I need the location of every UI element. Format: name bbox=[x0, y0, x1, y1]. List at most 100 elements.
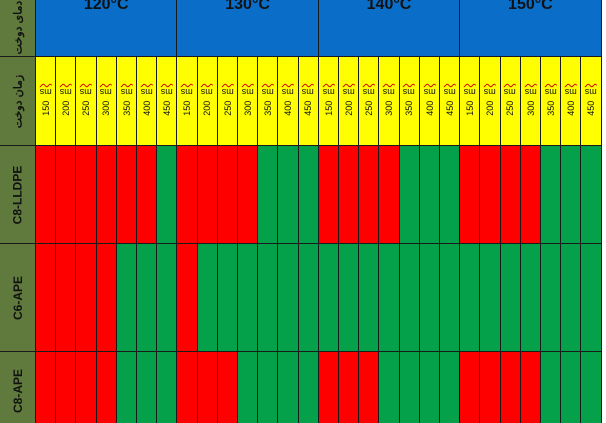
time-unit: ms bbox=[483, 87, 496, 98]
result-cell-pass bbox=[258, 352, 279, 423]
result-cell-pass bbox=[561, 244, 582, 352]
result-cell-pass bbox=[157, 352, 178, 423]
time-label: 350 ms bbox=[261, 87, 274, 116]
time-header-cell: 350 ms bbox=[258, 57, 279, 146]
result-cell-pass bbox=[581, 352, 602, 423]
result-cell-pass bbox=[399, 244, 420, 352]
time-header-cell: 250 ms bbox=[359, 57, 380, 146]
time-header-cell: 350 ms bbox=[541, 57, 562, 146]
time-unit: ms bbox=[281, 87, 294, 98]
time-header-cell: 300 ms bbox=[379, 57, 400, 146]
result-cell-pass bbox=[298, 146, 319, 244]
result-cell-fail bbox=[520, 146, 541, 244]
time-header-cell: 200 ms bbox=[56, 57, 77, 146]
time-unit: ms bbox=[403, 87, 416, 98]
row-label-4: C8-APE bbox=[0, 352, 36, 423]
result-cell-pass bbox=[399, 146, 420, 244]
time-unit: ms bbox=[39, 87, 52, 98]
time-unit: ms bbox=[140, 87, 153, 98]
time-label: 300 ms bbox=[382, 87, 395, 116]
time-unit: ms bbox=[221, 87, 234, 98]
time-label: 150 ms bbox=[322, 87, 335, 116]
result-cell-fail bbox=[480, 352, 501, 423]
row-label-text: C8-APE bbox=[10, 368, 25, 413]
time-label: 250 ms bbox=[362, 87, 375, 116]
time-header-cell: 150 ms bbox=[318, 57, 339, 146]
time-unit: ms bbox=[463, 87, 476, 98]
time-unit: ms bbox=[423, 87, 436, 98]
result-cell-pass bbox=[581, 146, 602, 244]
time-label: 350 ms bbox=[120, 87, 133, 116]
result-cell-fail bbox=[76, 352, 97, 423]
result-cell-pass bbox=[379, 244, 400, 352]
result-cell-fail bbox=[36, 352, 57, 423]
result-cell-pass bbox=[137, 352, 158, 423]
result-cell-fail bbox=[76, 146, 97, 244]
row-label-2: C8-LLDPE bbox=[0, 146, 36, 244]
time-header-cell: 250 ms bbox=[76, 57, 97, 146]
time-unit: ms bbox=[504, 87, 517, 98]
result-cell-pass bbox=[541, 352, 562, 423]
result-cell-fail bbox=[177, 146, 198, 244]
result-cell-pass bbox=[278, 352, 299, 423]
time-unit: ms bbox=[322, 87, 335, 98]
time-label: 250 ms bbox=[221, 87, 234, 116]
time-label: 450 ms bbox=[443, 87, 456, 116]
time-label: 450 ms bbox=[302, 87, 315, 116]
temperature-header: 150°C bbox=[460, 0, 602, 57]
result-cell-pass bbox=[419, 146, 440, 244]
result-cell-pass bbox=[480, 244, 501, 352]
time-label: 200 ms bbox=[201, 87, 214, 116]
time-header-cell: 300 ms bbox=[238, 57, 259, 146]
result-cell-fail bbox=[359, 146, 380, 244]
result-cell-fail bbox=[217, 352, 238, 423]
result-cell-fail bbox=[197, 352, 218, 423]
result-cell-pass bbox=[298, 352, 319, 423]
time-label: 450 ms bbox=[584, 87, 597, 116]
result-cell-fail bbox=[339, 352, 360, 423]
result-cell-fail bbox=[137, 146, 158, 244]
time-label: 350 ms bbox=[544, 87, 557, 116]
time-unit: ms bbox=[584, 87, 597, 98]
result-cell-fail bbox=[238, 146, 259, 244]
temperature-header: 120°C bbox=[36, 0, 178, 57]
time-unit: ms bbox=[160, 87, 173, 98]
time-unit: ms bbox=[261, 87, 274, 98]
time-header-cell: 150 ms bbox=[36, 57, 57, 146]
result-cell-pass bbox=[419, 244, 440, 352]
result-cell-fail bbox=[197, 146, 218, 244]
result-cell-fail bbox=[460, 352, 481, 423]
result-cell-fail bbox=[56, 352, 77, 423]
row-label-text: C8-LLDPE bbox=[10, 165, 25, 224]
temperature-label: 120°C bbox=[83, 0, 129, 13]
result-cell-pass bbox=[137, 244, 158, 352]
time-label: 400 ms bbox=[281, 87, 294, 116]
result-cell-pass bbox=[258, 146, 279, 244]
result-cell-pass bbox=[157, 146, 178, 244]
row-label-text: زمان دوخت bbox=[12, 74, 25, 128]
result-cell-fail bbox=[76, 244, 97, 352]
time-header-cell: 150 ms bbox=[460, 57, 481, 146]
result-cell-pass bbox=[157, 244, 178, 352]
time-unit: ms bbox=[564, 87, 577, 98]
result-cell-fail bbox=[96, 352, 117, 423]
result-cell-pass bbox=[278, 244, 299, 352]
result-cell-fail bbox=[500, 352, 521, 423]
result-cell-fail bbox=[56, 146, 77, 244]
time-label: 400 ms bbox=[140, 87, 153, 116]
time-header-cell: 450 ms bbox=[440, 57, 461, 146]
result-cell-pass bbox=[298, 244, 319, 352]
time-header-cell: 300 ms bbox=[520, 57, 541, 146]
time-header-cell: 400 ms bbox=[419, 57, 440, 146]
time-label: 300 ms bbox=[100, 87, 113, 116]
result-cell-pass bbox=[197, 244, 218, 352]
result-cell-pass bbox=[460, 244, 481, 352]
time-label: 200 ms bbox=[342, 87, 355, 116]
row-label-1: زمان دوخت bbox=[0, 57, 36, 146]
time-label: 300 ms bbox=[524, 87, 537, 116]
result-cell-pass bbox=[258, 244, 279, 352]
time-header-cell: 350 ms bbox=[399, 57, 420, 146]
result-cell-fail bbox=[480, 146, 501, 244]
result-cell-fail bbox=[56, 244, 77, 352]
